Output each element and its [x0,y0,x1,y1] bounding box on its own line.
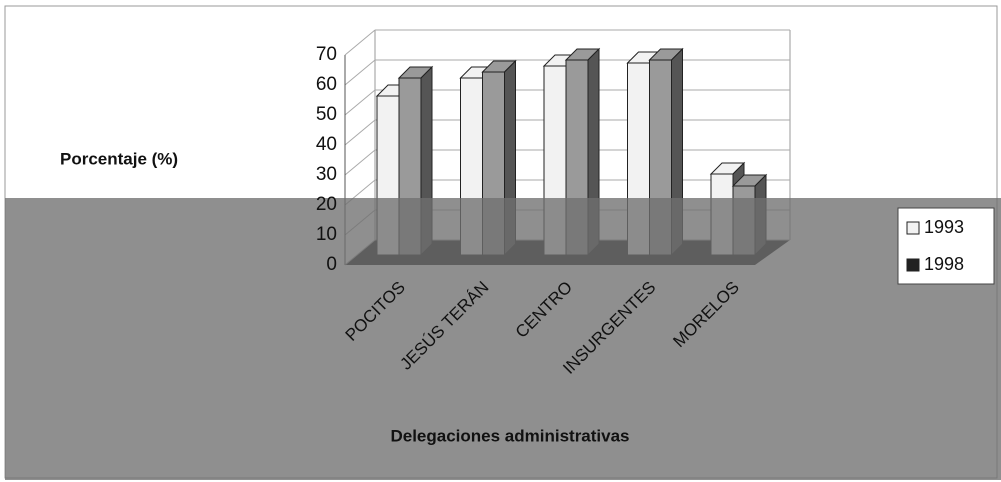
grid-line [344,149,376,176]
overlay [5,198,1001,480]
grid-line [344,119,376,146]
legend-swatch [906,221,920,235]
y-tick-label: 10 [316,224,337,245]
grid-line [344,89,376,116]
x-axis-title: Delegaciones administrativas [390,426,629,445]
y-tick-label: 40 [316,134,337,155]
grid-line [344,29,376,56]
y-tick-label: 50 [316,104,337,125]
y-tick-label: 30 [316,164,337,185]
y-tick-label: 20 [316,194,337,215]
y-axis-title: Porcentaje (%) [60,149,178,168]
legend-label: 1993 [924,217,964,237]
legend-label: 1998 [924,254,964,274]
y-tick-label: 70 [316,44,337,65]
y-tick-label: 60 [316,74,337,95]
grid-line [344,59,376,86]
legend-swatch [906,258,920,272]
y-tick-label: 0 [326,254,337,275]
